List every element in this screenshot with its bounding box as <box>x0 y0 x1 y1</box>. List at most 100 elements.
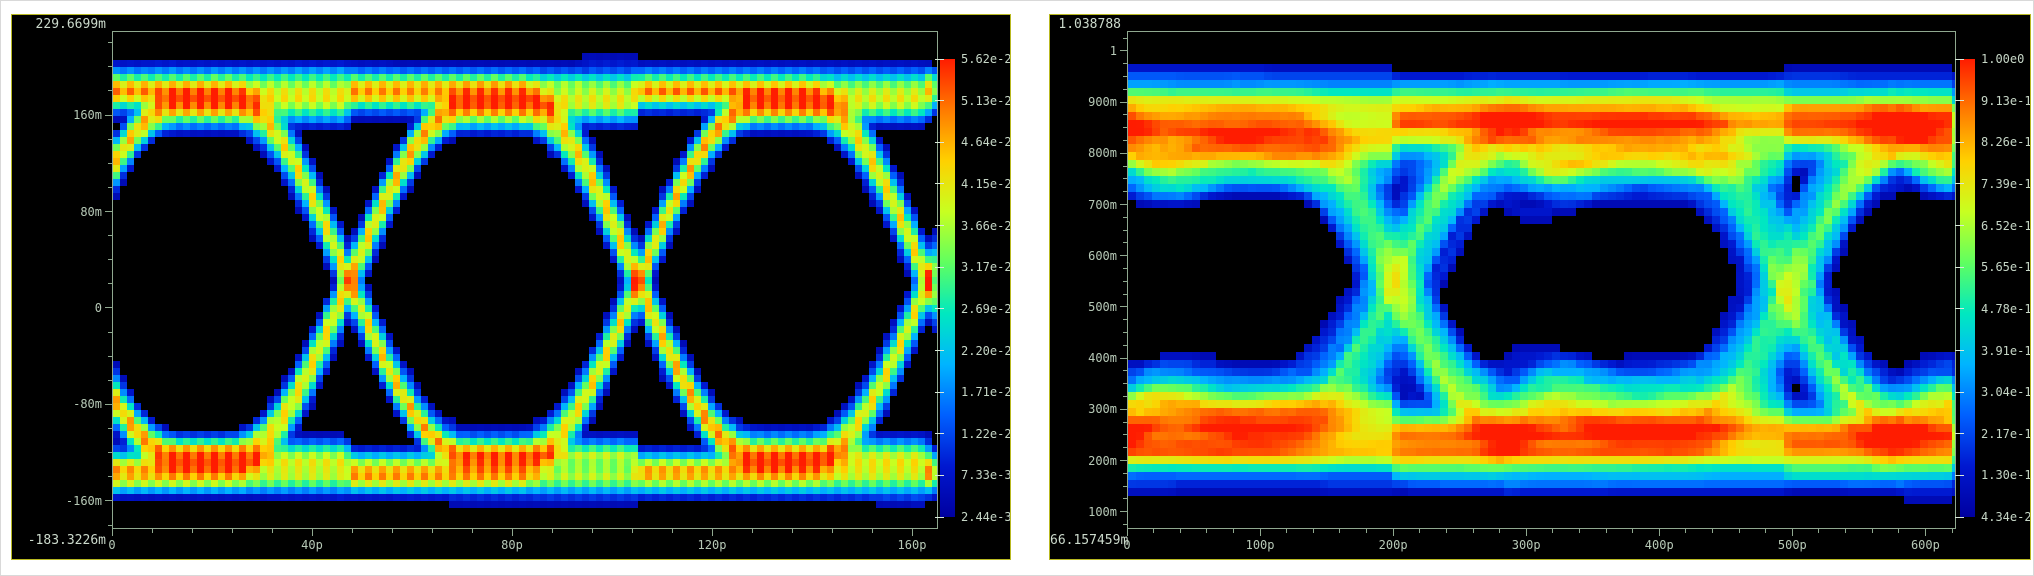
x-axis-major-tick <box>511 529 513 536</box>
y-axis-minor-tick <box>1123 396 1127 397</box>
x-axis-tick-label: 200p <box>1378 538 1408 552</box>
x-axis-minor-tick <box>1738 529 1740 533</box>
y-axis-tick-label: 700m <box>1088 197 1117 212</box>
colorbar-tick <box>935 141 944 143</box>
colorbar-tick <box>935 474 944 476</box>
y-axis-tick-label: 400m <box>1088 351 1117 366</box>
x-axis-minor-tick <box>1685 529 1687 533</box>
colorbar-tick-label: 3.04e-1 <box>1981 385 2031 400</box>
x-axis-major-tick <box>111 529 113 536</box>
x-axis-minor-tick <box>231 529 233 533</box>
colorbar-tick-label: 4.64e-2 <box>961 135 1011 150</box>
x-axis-minor-tick <box>1233 529 1234 533</box>
y-axis-minor-tick <box>108 235 112 237</box>
x-axis-minor-tick <box>1712 529 1713 533</box>
colorbar-tick-label: 4.34e-2 <box>1981 510 2031 524</box>
y-axis-major-tick <box>105 307 112 309</box>
y-axis-tick-label: 100m <box>1088 504 1117 519</box>
colorbar-tick <box>1955 58 1964 60</box>
y-axis-max-label-right: 1.038788 <box>1058 17 1121 32</box>
x-axis-minor-tick <box>871 529 873 533</box>
y-axis-minor-tick <box>1123 140 1127 141</box>
colorbar-tick <box>935 391 944 393</box>
colorbar-tick-label: 1.71e-2 <box>961 385 1011 400</box>
y-axis-minor-tick <box>1123 344 1127 346</box>
x-axis-minor-tick <box>1472 529 1474 533</box>
colorbar-tick-label: 4.15e-2 <box>961 176 1011 191</box>
y-axis-minor-tick <box>1123 319 1127 321</box>
colorbar-tick-label: 7.39e-1 <box>1981 176 2031 191</box>
y-axis-major-tick <box>105 114 112 116</box>
y-axis-tick-label: 900m <box>1088 95 1117 110</box>
y-axis-tick-label: -160m <box>65 493 102 508</box>
colorbar-gradient <box>940 59 955 517</box>
colorbar-tick <box>1955 183 1964 185</box>
x-axis-minor-tick <box>431 529 433 533</box>
x-axis-tick-label: 80p <box>501 538 523 552</box>
y-axis-tick-label: -80m <box>73 397 102 412</box>
colorbar-tick <box>935 433 944 435</box>
y-axis-major-tick <box>1120 511 1127 513</box>
colorbar-tick <box>1955 100 1964 102</box>
y-axis-minor-tick <box>108 90 112 92</box>
x-axis-minor-tick <box>631 529 633 533</box>
x-axis-tick-label: 160p <box>897 538 927 552</box>
y-axis-minor-tick <box>108 186 112 188</box>
y-axis-minor-tick <box>1123 127 1127 129</box>
colorbar-tick <box>1955 308 1964 310</box>
x-axis-tick-label: 500p <box>1777 538 1807 552</box>
y-axis-minor-tick <box>1123 370 1127 372</box>
eye-diagram-panel-left: 0 40p 80p 120p 160p 160m 80m 0 -80m -160m 229.669… <box>11 14 1011 560</box>
y-axis-tick-label: 300m <box>1088 402 1117 417</box>
eye-diagram-panel-right: 0 100p 200p 300p 400p 500p 600p 1 900m 800m 700m 60… <box>1049 14 2031 560</box>
y-axis-major-tick <box>105 500 112 502</box>
x-axis-minor-tick <box>831 529 833 533</box>
colorbar-tick-label: 1.00e0 <box>1981 52 2025 66</box>
x-axis-minor-tick <box>751 529 753 533</box>
y-axis-minor-tick <box>108 355 112 357</box>
y-axis-tick-label: 600m <box>1088 248 1117 263</box>
colorbar-tick <box>935 225 944 226</box>
x-axis-minor-tick <box>1445 529 1447 533</box>
colorbar-tick-label: 4.78e-1 <box>1981 301 2031 316</box>
y-axis-minor-tick <box>1123 268 1127 269</box>
y-axis-minor-tick <box>1123 332 1127 333</box>
colorbar-tick-label: 2.20e-2 <box>961 343 1011 358</box>
y-axis-major-tick <box>1120 50 1127 52</box>
colorbar-tick-label: 3.17e-2 <box>961 260 1011 275</box>
x-axis-tick-label: 120p <box>697 538 727 552</box>
eye-density-heatmap-left <box>113 32 937 528</box>
axes-left: 0 40p 80p 120p 160p 160m 80m 0 -80m -160m <box>12 15 1010 559</box>
colorbar-tick <box>935 183 944 185</box>
x-axis-minor-tick <box>1206 529 1208 533</box>
x-axis-minor-tick <box>191 529 193 533</box>
y-axis-minor-tick <box>1123 191 1127 193</box>
x-axis-minor-tick <box>1632 529 1634 533</box>
y-axis-tick-label: 0 <box>94 300 102 315</box>
y-axis-minor-tick <box>1123 524 1127 525</box>
x-axis-major-tick <box>1525 529 1527 536</box>
x-axis-minor-tick <box>391 529 393 533</box>
y-axis-minor-tick <box>108 162 112 164</box>
x-axis-minor-tick <box>1605 529 1607 533</box>
plot-area-border <box>1127 31 1956 529</box>
y-axis-minor-tick <box>1123 63 1127 65</box>
x-axis-minor-tick <box>271 529 273 533</box>
y-axis-major-tick <box>1120 408 1127 410</box>
y-axis-major-tick <box>1120 255 1127 257</box>
colorbar-tick <box>935 516 944 518</box>
y-axis-tick-label: 1 <box>1109 43 1117 58</box>
colorbar-left: 5.62e-2 5.13e-2 4.64e-2 4.15e-2 3.66e-2 3.17e… <box>12 15 1010 559</box>
eye-density-heatmap-right <box>1128 32 1955 528</box>
colorbar-tick <box>1955 225 1964 226</box>
y-axis-tick-label: 80m <box>80 204 102 219</box>
y-axis-minor-tick <box>1123 216 1127 218</box>
y-axis-minor-tick <box>1123 447 1127 449</box>
colorbar-right: 1.00e0 9.13e-1 8.26e-1 7.39e-1 6.52e-1 5.65e-… <box>1050 15 2030 559</box>
y-axis-minor-tick <box>108 66 112 68</box>
plot-area-border <box>112 31 938 529</box>
x-axis-tick-label: 300p <box>1511 538 1541 552</box>
colorbar-tick-label: 2.69e-2 <box>961 301 1011 316</box>
y-axis-minor-tick <box>1123 421 1127 423</box>
